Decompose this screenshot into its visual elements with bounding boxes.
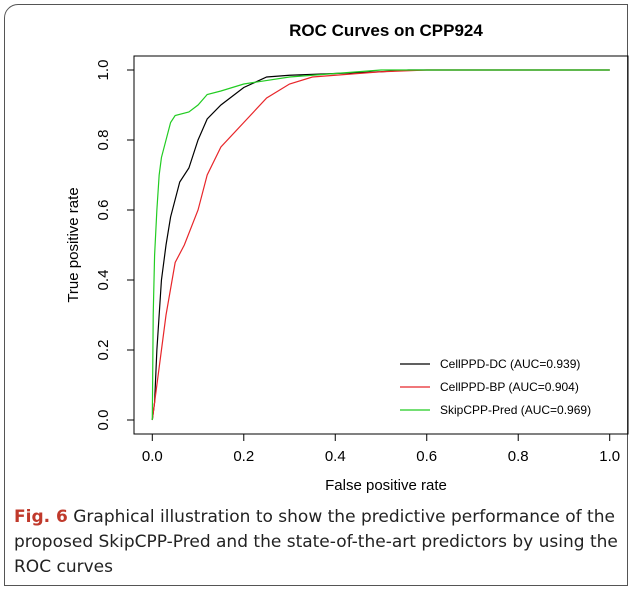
y-tick-label: 0.2 (95, 340, 112, 361)
chart-title: ROC Curves on CPP924 (289, 21, 483, 40)
x-tick-label: 0.8 (508, 448, 529, 465)
legend-label: SkipCPP-Pred (AUC=0.969) (440, 403, 591, 417)
x-tick-label: 0.4 (325, 448, 346, 465)
y-tick-label: 1.0 (95, 60, 112, 81)
y-tick-label: 0.0 (95, 410, 112, 431)
plot-frame (133, 55, 629, 435)
caption: Fig. 6 Graphical illustration to show th… (14, 505, 622, 580)
y-axis-label: True positive rate (65, 187, 82, 302)
x-axis-label: False positive rate (325, 477, 447, 494)
x-tick-label: 0.6 (416, 448, 437, 465)
y-tick-label: 0.6 (95, 200, 112, 221)
legend-label: CellPPD-DC (AUC=0.939) (440, 357, 580, 371)
caption-text: Graphical illustration to show the predi… (14, 507, 618, 577)
legend-label: CellPPD-BP (AUC=0.904) (440, 380, 579, 394)
chart: ROC Curves on CPP924 False positive rate… (65, 21, 629, 494)
y-tick-label: 0.4 (95, 270, 112, 291)
roc-curve (151, 69, 610, 421)
x-tick-label: 0.0 (142, 448, 163, 465)
x-tick-label: 1.0 (599, 448, 620, 465)
caption-label: Fig. 6 (14, 507, 68, 527)
roc-curve (151, 69, 610, 421)
x-tick-label: 0.2 (233, 448, 254, 465)
y-tick-label: 0.8 (95, 130, 112, 151)
